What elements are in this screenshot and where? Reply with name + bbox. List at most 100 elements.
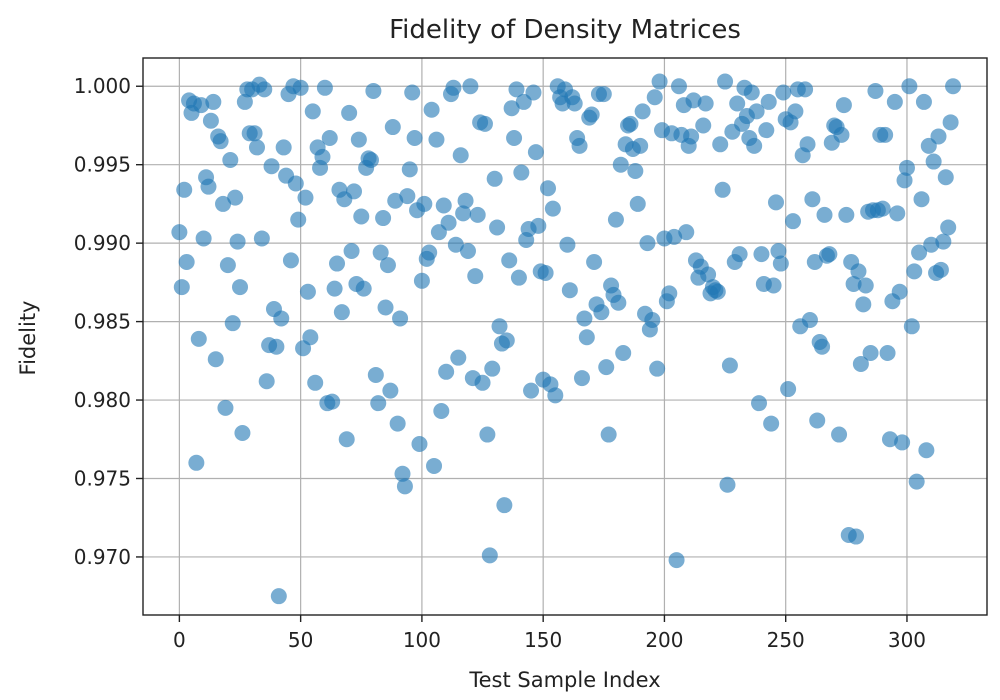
data-point bbox=[593, 304, 610, 321]
chart-title: Fidelity of Density Matrices bbox=[389, 15, 741, 45]
data-point bbox=[923, 236, 940, 253]
data-point bbox=[537, 264, 554, 281]
x-tick-label: 250 bbox=[767, 628, 805, 652]
data-point bbox=[173, 279, 190, 296]
data-point bbox=[697, 95, 714, 112]
data-point bbox=[629, 195, 646, 212]
data-point bbox=[314, 148, 331, 165]
data-point bbox=[212, 133, 229, 150]
x-tick-label: 200 bbox=[645, 628, 683, 652]
data-point bbox=[484, 360, 501, 377]
data-point bbox=[918, 442, 935, 459]
data-point bbox=[925, 153, 942, 170]
data-point bbox=[600, 426, 617, 443]
data-point bbox=[683, 128, 700, 145]
data-point bbox=[598, 359, 615, 376]
data-point bbox=[879, 344, 896, 361]
data-point bbox=[765, 277, 782, 294]
y-tick-label: 0.985 bbox=[74, 310, 131, 334]
data-point bbox=[857, 277, 874, 294]
data-point bbox=[200, 178, 217, 195]
data-point bbox=[881, 431, 898, 448]
data-point bbox=[712, 136, 729, 153]
data-point bbox=[474, 374, 491, 391]
data-point bbox=[440, 214, 457, 231]
data-point bbox=[821, 246, 838, 263]
data-point bbox=[787, 103, 804, 120]
data-point bbox=[523, 382, 540, 399]
data-point bbox=[573, 370, 590, 387]
data-point bbox=[848, 528, 865, 545]
data-point bbox=[413, 272, 430, 289]
data-point bbox=[799, 136, 816, 153]
data-point bbox=[896, 172, 913, 189]
data-point bbox=[234, 424, 251, 441]
data-point bbox=[719, 476, 736, 493]
data-point bbox=[302, 329, 319, 346]
data-point bbox=[450, 349, 467, 366]
data-point bbox=[547, 387, 564, 404]
data-point bbox=[937, 169, 954, 186]
data-point bbox=[746, 137, 763, 154]
data-point bbox=[491, 318, 508, 335]
data-point bbox=[392, 310, 409, 327]
data-point bbox=[299, 283, 316, 300]
data-point bbox=[421, 244, 438, 261]
data-point bbox=[282, 252, 299, 269]
data-point bbox=[447, 236, 464, 253]
data-point bbox=[435, 197, 452, 214]
data-point bbox=[721, 357, 738, 374]
data-point bbox=[370, 395, 387, 412]
x-axis-label: Test Sample Index bbox=[468, 668, 660, 692]
data-point bbox=[207, 351, 224, 368]
data-point bbox=[377, 299, 394, 316]
data-point bbox=[457, 192, 474, 209]
data-point bbox=[835, 97, 852, 114]
data-point bbox=[236, 93, 253, 110]
data-point bbox=[367, 366, 384, 383]
data-point bbox=[396, 478, 413, 495]
data-point bbox=[804, 191, 821, 208]
data-point bbox=[462, 78, 479, 95]
data-point bbox=[176, 181, 193, 198]
data-point bbox=[714, 181, 731, 198]
data-point bbox=[700, 266, 717, 283]
data-point bbox=[297, 189, 314, 206]
data-point bbox=[341, 104, 358, 121]
data-point bbox=[510, 269, 527, 286]
data-point bbox=[644, 312, 661, 329]
data-point bbox=[559, 236, 576, 253]
data-point bbox=[399, 188, 416, 205]
data-point bbox=[489, 219, 506, 236]
data-point bbox=[353, 208, 370, 225]
data-point bbox=[908, 473, 925, 490]
x-axis: 0 50 100 150 200 250 300 bbox=[173, 615, 926, 652]
data-point bbox=[275, 139, 292, 156]
data-point bbox=[205, 93, 222, 110]
data-point bbox=[540, 180, 557, 197]
data-point bbox=[401, 161, 418, 178]
data-point bbox=[428, 131, 445, 148]
data-point bbox=[290, 211, 307, 228]
data-point bbox=[270, 588, 287, 605]
data-point bbox=[350, 131, 367, 148]
x-tick-label: 150 bbox=[524, 628, 562, 652]
data-point bbox=[304, 103, 321, 120]
data-point bbox=[874, 200, 891, 217]
data-point bbox=[898, 159, 915, 176]
data-point bbox=[894, 434, 911, 451]
data-point bbox=[433, 403, 450, 420]
data-point bbox=[222, 151, 239, 168]
data-point bbox=[469, 206, 486, 223]
data-point bbox=[287, 175, 304, 192]
data-point bbox=[801, 312, 818, 329]
data-point bbox=[195, 230, 212, 247]
data-point bbox=[586, 253, 603, 270]
data-point bbox=[202, 112, 219, 129]
data-point bbox=[561, 282, 578, 299]
data-point bbox=[246, 125, 263, 142]
data-point bbox=[467, 268, 484, 285]
data-point bbox=[852, 355, 869, 372]
data-point bbox=[219, 257, 236, 274]
